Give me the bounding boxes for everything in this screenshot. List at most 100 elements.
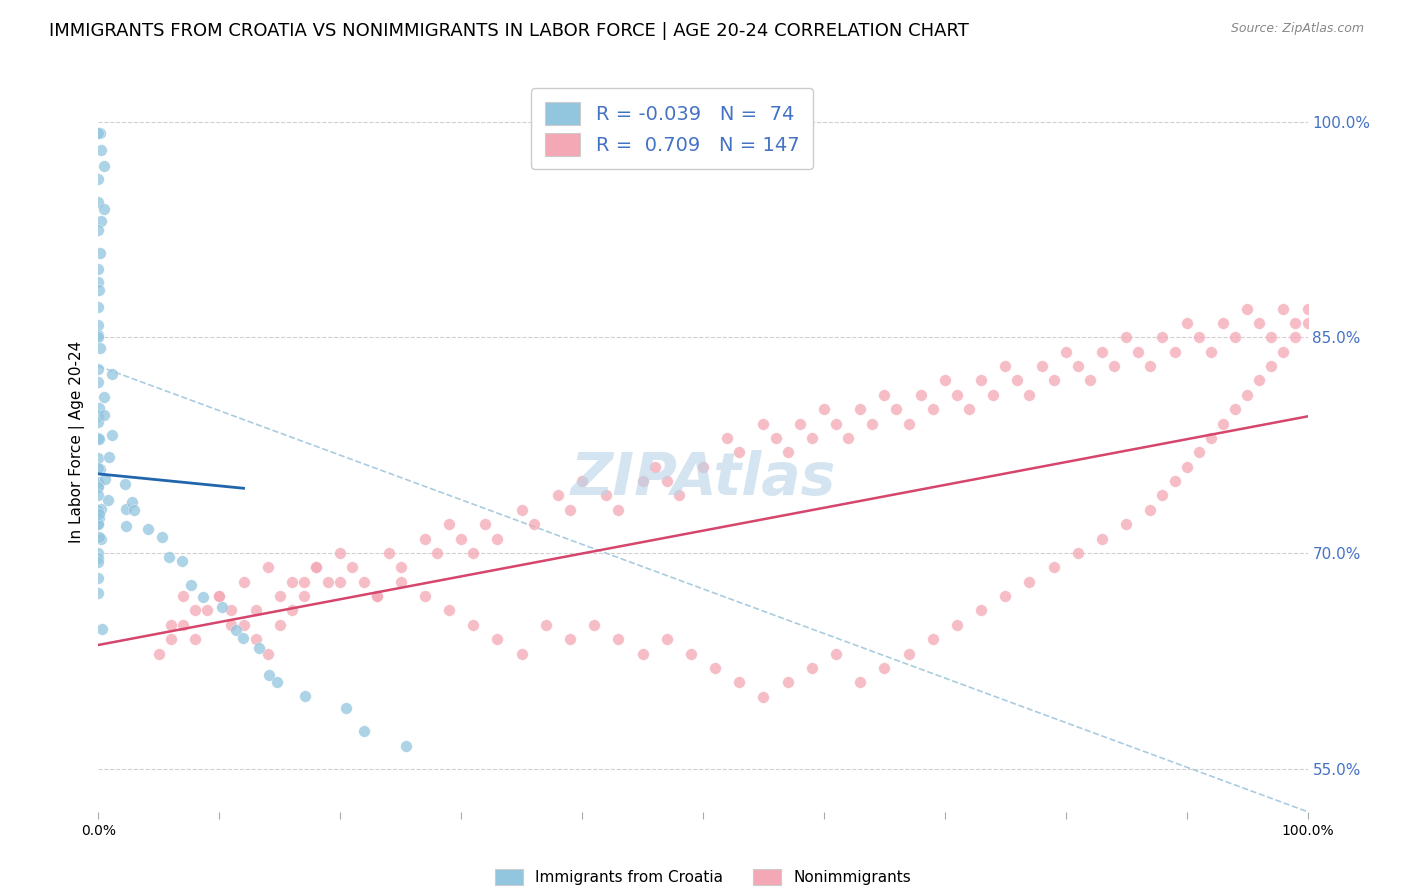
Point	[87, 431, 110, 445]
Point	[93, 159, 115, 173]
Point	[1018, 574, 1040, 589]
Point	[1212, 316, 1234, 330]
Point	[558, 503, 581, 517]
Point	[1272, 344, 1295, 359]
Point	[910, 388, 932, 402]
Point	[1175, 459, 1198, 474]
Point	[873, 661, 896, 675]
Point	[122, 502, 145, 516]
Point	[523, 517, 546, 532]
Point	[377, 546, 399, 560]
Point	[1284, 330, 1306, 344]
Point	[1031, 359, 1053, 373]
Point	[994, 359, 1017, 373]
Point	[87, 572, 110, 586]
Point	[172, 617, 194, 632]
Point	[437, 517, 460, 532]
Point	[136, 522, 159, 536]
Point	[245, 603, 267, 617]
Point	[87, 328, 110, 343]
Point	[342, 560, 364, 574]
Point	[87, 551, 110, 566]
Point	[87, 530, 110, 544]
Point	[329, 574, 352, 589]
Point	[89, 507, 111, 521]
Point	[221, 603, 243, 617]
Point	[765, 431, 787, 445]
Point	[1296, 301, 1319, 316]
Point	[389, 560, 412, 574]
Y-axis label: In Labor Force | Age 20-24: In Labor Force | Age 20-24	[69, 341, 84, 542]
Point	[897, 417, 920, 431]
Point	[1102, 359, 1125, 373]
Point	[426, 546, 449, 560]
Point	[93, 390, 115, 404]
Point	[825, 417, 848, 431]
Point	[1199, 344, 1222, 359]
Point	[316, 574, 339, 589]
Point	[208, 589, 231, 603]
Point	[172, 554, 194, 568]
Point	[87, 318, 110, 333]
Point	[256, 647, 278, 661]
Point	[946, 617, 969, 632]
Point	[644, 459, 666, 474]
Point	[87, 416, 110, 430]
Point	[813, 402, 835, 417]
Point	[1212, 417, 1234, 431]
Point	[776, 445, 799, 459]
Point	[631, 474, 654, 488]
Point	[395, 739, 418, 753]
Point	[655, 474, 678, 488]
Point	[100, 368, 122, 382]
Point	[860, 417, 883, 431]
Point	[87, 451, 110, 466]
Point	[232, 617, 254, 632]
Point	[211, 599, 233, 614]
Point	[1223, 330, 1246, 344]
Point	[921, 402, 943, 417]
Point	[437, 603, 460, 617]
Point	[1078, 374, 1101, 388]
Point	[191, 591, 214, 605]
Point	[148, 647, 170, 661]
Point	[87, 517, 110, 532]
Point	[1223, 402, 1246, 417]
Point	[946, 388, 969, 402]
Point	[256, 560, 278, 574]
Point	[389, 574, 412, 589]
Point	[510, 647, 533, 661]
Point	[121, 495, 143, 509]
Point	[87, 555, 110, 569]
Point	[87, 401, 110, 415]
Point	[353, 574, 375, 589]
Point	[800, 661, 823, 675]
Point	[728, 675, 751, 690]
Point	[607, 632, 630, 647]
Point	[1115, 517, 1137, 532]
Point	[631, 647, 654, 661]
Point	[1091, 344, 1114, 359]
Point	[981, 388, 1004, 402]
Point	[329, 546, 352, 560]
Point	[1249, 374, 1271, 388]
Point	[752, 690, 775, 704]
Point	[281, 574, 304, 589]
Point	[1260, 359, 1282, 373]
Point	[825, 647, 848, 661]
Point	[292, 574, 315, 589]
Point	[1272, 301, 1295, 316]
Point	[463, 546, 485, 560]
Point	[87, 432, 110, 446]
Point	[534, 617, 557, 632]
Point	[692, 459, 714, 474]
Point	[970, 603, 993, 617]
Point	[87, 409, 110, 423]
Point	[474, 517, 496, 532]
Point	[1163, 474, 1185, 488]
Point	[970, 374, 993, 388]
Point	[1199, 431, 1222, 445]
Point	[87, 261, 110, 276]
Point	[1260, 330, 1282, 344]
Point	[1152, 488, 1174, 502]
